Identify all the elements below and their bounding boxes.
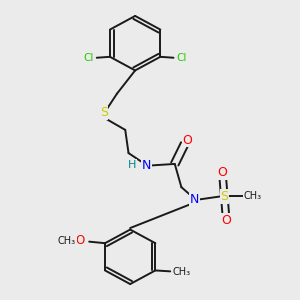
Text: N: N <box>142 159 152 172</box>
Text: CH₃: CH₃ <box>243 191 261 201</box>
Text: S: S <box>100 106 108 119</box>
Text: CH₃: CH₃ <box>173 267 191 277</box>
Text: O: O <box>76 234 85 247</box>
Text: O: O <box>182 134 192 147</box>
Text: N: N <box>190 193 199 206</box>
Text: CH₃: CH₃ <box>58 236 76 246</box>
Text: S: S <box>220 190 228 203</box>
Text: O: O <box>218 166 228 179</box>
Text: Cl: Cl <box>83 53 94 63</box>
Text: Cl: Cl <box>177 53 187 63</box>
Text: O: O <box>221 214 231 227</box>
Text: H: H <box>128 160 136 170</box>
